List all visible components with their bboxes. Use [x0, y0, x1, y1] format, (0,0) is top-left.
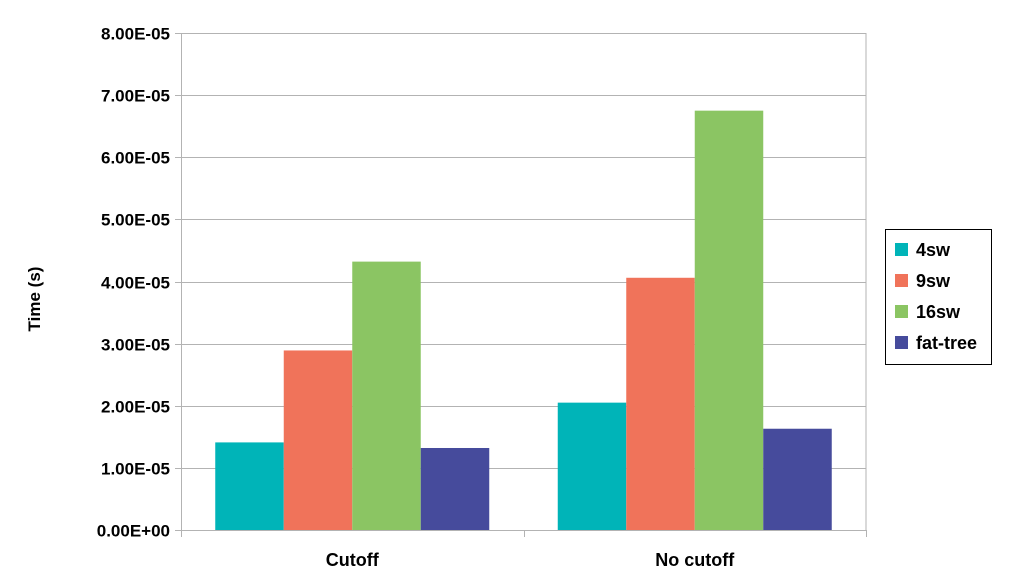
bar-9sw-cutoff [283, 350, 353, 530]
x-tick-label: Cutoff [326, 550, 380, 570]
legend-label-9sw: 9sw [916, 271, 951, 291]
y-tick-label: 8.00E-05 [101, 25, 170, 44]
y-tick-label: 6.00E-05 [101, 149, 170, 168]
y-tick-label: 4.00E-05 [101, 274, 170, 293]
y-tick-labels: 0.00E+00 1.00E-05 2.00E-05 3.00E-05 4.00E-05… [97, 25, 170, 541]
bar-9sw-no-cutoff [626, 277, 695, 530]
legend-swatch-9sw [895, 274, 908, 287]
legend-label-16sw: 16sw [916, 302, 961, 322]
legend-swatch-4sw [895, 243, 908, 256]
x-tick-label: No cutoff [655, 550, 735, 570]
legend-swatch-16sw [895, 305, 908, 318]
y-axis-title: Time (s) [25, 267, 44, 332]
axes [175, 33, 867, 537]
bar-4sw-no-cutoff [557, 402, 627, 530]
bar-fat-tree-no-cutoff [763, 428, 832, 530]
bars [215, 110, 832, 530]
bar-fat-tree-cutoff [420, 447, 490, 530]
legend-label-4sw: 4sw [916, 240, 951, 260]
x-tick-labels: Cutoff No cutoff [326, 550, 735, 570]
y-tick-label: 1.00E-05 [101, 460, 170, 479]
y-tick-label: 5.00E-05 [101, 211, 170, 230]
y-tick-label: 2.00E-05 [101, 398, 170, 417]
bar-16sw-cutoff [352, 261, 421, 530]
y-tick-label: 3.00E-05 [101, 336, 170, 355]
y-tick-label: 0.00E+00 [97, 522, 170, 541]
y-tick-label: 7.00E-05 [101, 87, 170, 106]
bar-4sw-cutoff [215, 442, 284, 530]
bar-16sw-no-cutoff [694, 110, 764, 530]
legend: 4sw 9sw 16sw fat-tree [885, 229, 992, 365]
legend-swatch-fat-tree [895, 336, 908, 349]
legend-label-fat-tree: fat-tree [916, 333, 977, 353]
